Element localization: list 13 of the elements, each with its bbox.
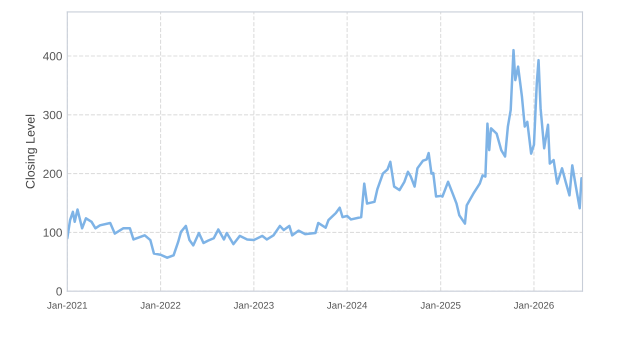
x-tick-label: Jan-2023: [234, 302, 274, 309]
y-tick-label: 0: [56, 287, 62, 296]
x-tick-label: Jan-2021: [47, 302, 88, 309]
y-tick-label: 200: [43, 170, 62, 178]
x-tick-label: Jan-2024: [327, 302, 368, 309]
y-tick-label: 400: [43, 52, 62, 60]
y-tick-label: 100: [44, 228, 62, 237]
x-tick-label: Jan-2026: [514, 302, 554, 309]
x-tick-label: Jan-2025: [420, 302, 461, 309]
y-axis-title: Closing Level: [26, 114, 38, 188]
line-series: [67, 48, 583, 259]
y-tick-label: 300: [43, 110, 62, 120]
x-tick-label: Jan-2022: [140, 302, 180, 309]
